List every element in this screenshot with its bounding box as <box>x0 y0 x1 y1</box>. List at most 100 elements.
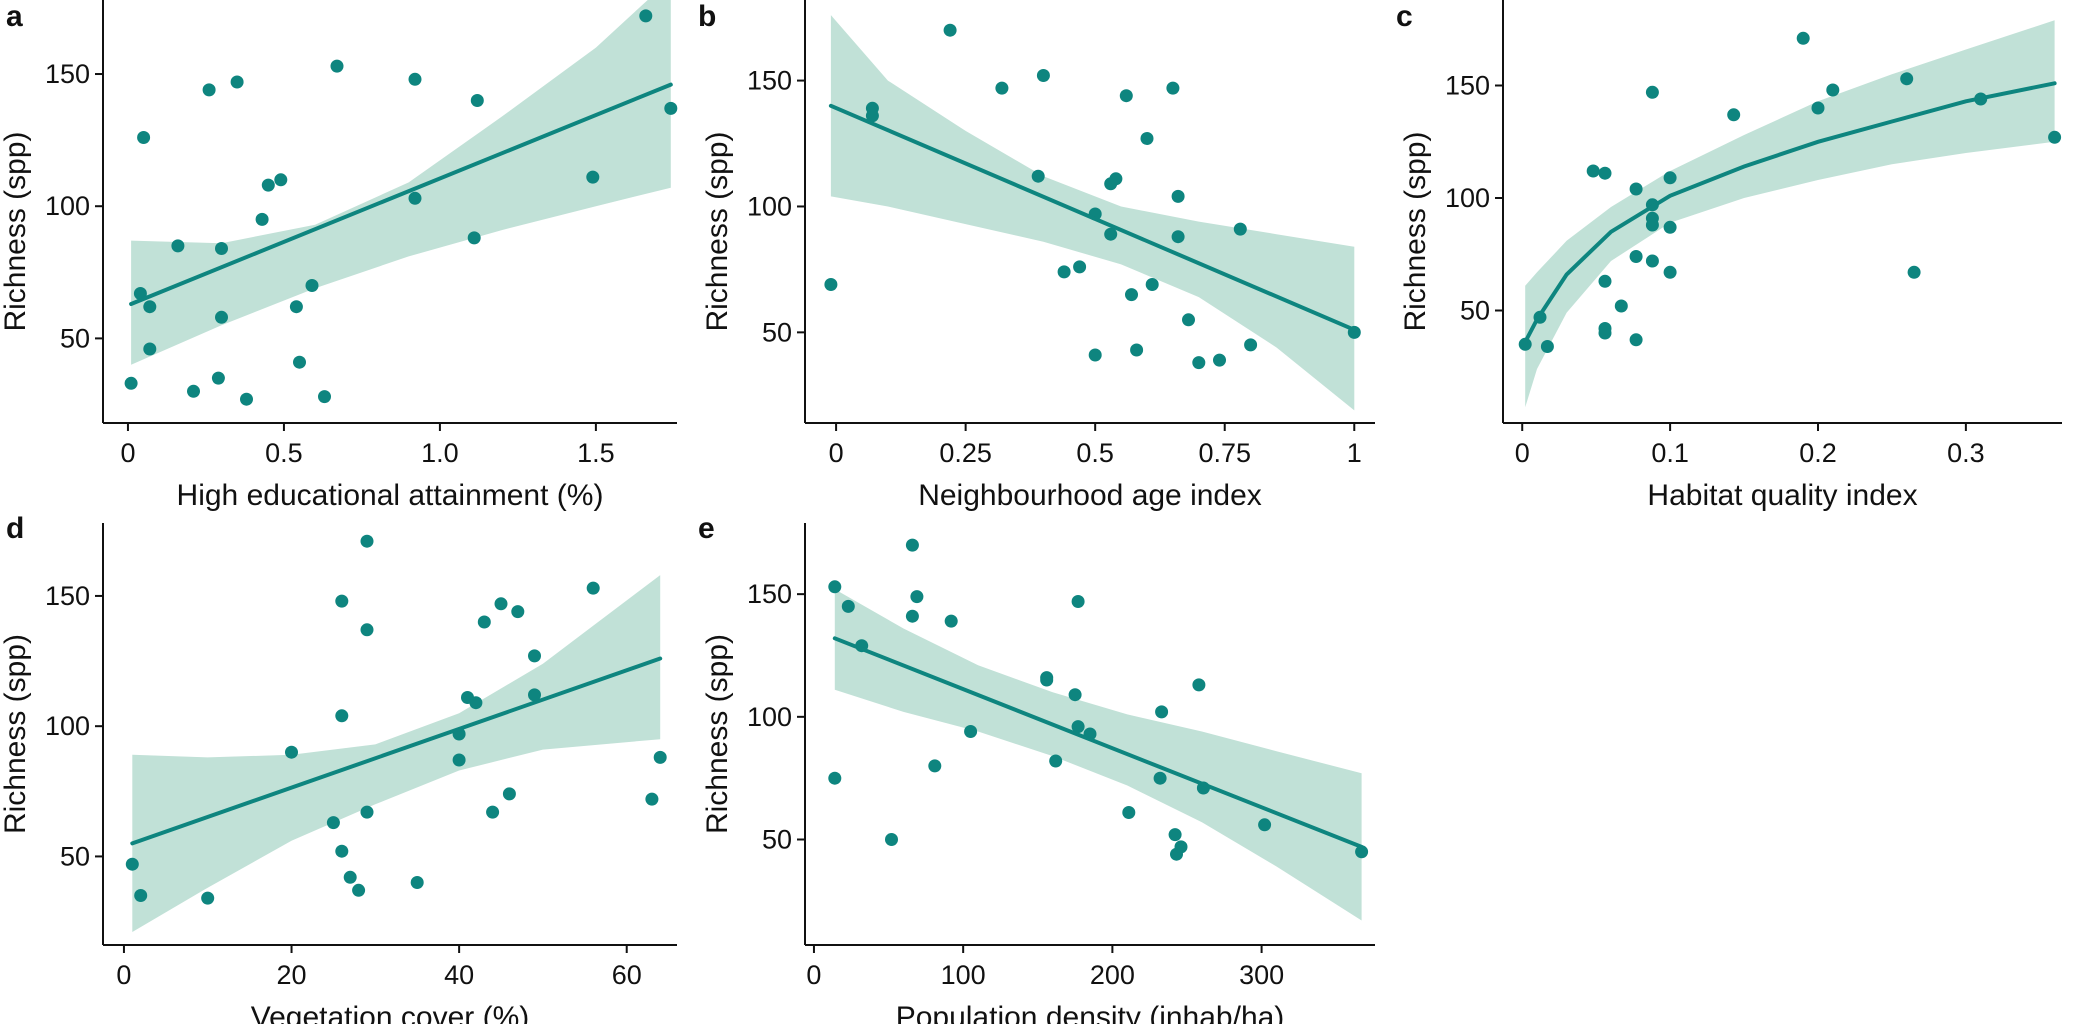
y-tick-label: 150 <box>45 581 90 611</box>
fit-line <box>832 636 1364 849</box>
data-point <box>1182 313 1195 327</box>
data-point <box>469 696 483 710</box>
panel-letter: b <box>698 0 716 33</box>
data-point <box>1645 254 1659 268</box>
data-point <box>995 81 1009 95</box>
data-point <box>653 750 667 764</box>
y-tick-label: 50 <box>762 317 792 347</box>
data-point <box>528 688 541 702</box>
data-point <box>215 242 228 255</box>
data-point <box>125 857 139 871</box>
data-point <box>1355 845 1369 859</box>
panel-letter: e <box>698 512 715 545</box>
fit-line <box>129 82 673 306</box>
data-point <box>1088 348 1102 362</box>
panel-letter: d <box>6 512 24 545</box>
data-point <box>470 94 484 107</box>
data-point <box>360 805 374 819</box>
data-point <box>305 279 319 292</box>
data-point <box>1629 182 1643 196</box>
data-point <box>905 609 919 623</box>
y-tick-label: 100 <box>45 711 90 741</box>
data-point <box>1119 89 1133 103</box>
panel-c: c 0 0.1 0.2 0.3 50 100 150 Habitat quality index… <box>1396 0 2062 512</box>
data-point <box>201 891 215 905</box>
data-point <box>1192 678 1206 692</box>
data-point <box>841 599 855 613</box>
data-point <box>1071 595 1085 608</box>
data-point <box>467 231 481 245</box>
data-point <box>586 581 600 595</box>
confidence-band <box>131 0 671 365</box>
data-point <box>335 844 349 858</box>
data-point <box>1192 356 1206 370</box>
data-point <box>1171 230 1185 244</box>
data-point <box>1109 172 1123 186</box>
data-point <box>1907 265 1921 279</box>
confidence-band <box>834 589 1362 921</box>
x-tick-label: 1 <box>1347 438 1362 468</box>
data-point <box>240 392 253 406</box>
x-tick-label: 100 <box>941 960 986 990</box>
data-point <box>1826 83 1840 97</box>
data-point <box>885 833 898 846</box>
data-point <box>1811 101 1825 115</box>
data-point <box>645 792 659 806</box>
y-tick-label: 50 <box>762 825 792 855</box>
x-tick-label: 0.5 <box>1076 438 1114 468</box>
data-point <box>1036 69 1050 82</box>
data-point <box>2048 130 2062 144</box>
panel-e: e 0 100 200 300 50 100 150 Population density (i… <box>698 512 1375 1024</box>
data-point <box>1155 705 1169 719</box>
data-point <box>289 300 303 314</box>
data-point <box>502 787 516 801</box>
confidence-band <box>132 575 661 932</box>
data-point <box>261 178 275 192</box>
y-axis-label: Richness (spp) <box>0 131 32 331</box>
data-point <box>285 745 298 759</box>
data-point <box>1258 818 1272 832</box>
data-point <box>143 342 157 356</box>
data-point <box>137 131 151 144</box>
x-tick-label: 0 <box>806 960 821 990</box>
x-tick-label: 0.1 <box>1651 438 1689 468</box>
y-tick-label: 150 <box>1445 71 1490 101</box>
data-point <box>360 534 374 548</box>
x-tick-label: 0.25 <box>939 438 992 468</box>
data-point <box>1663 265 1677 279</box>
data-point <box>255 212 269 226</box>
y-tick-label: 50 <box>60 323 90 353</box>
x-tick-label: 0 <box>120 438 135 468</box>
data-point <box>494 597 508 611</box>
y-tick-label: 150 <box>45 59 90 89</box>
data-point <box>1629 333 1643 347</box>
data-point <box>1171 189 1185 203</box>
x-axis-label: Vegetation cover (%) <box>251 1001 529 1024</box>
data-point <box>964 725 978 738</box>
y-axis-label: Richness (spp) <box>1399 131 1432 331</box>
data-point <box>639 9 653 23</box>
x-tick-label: 200 <box>1090 960 1135 990</box>
data-point <box>1645 85 1659 99</box>
data-point <box>910 590 924 604</box>
data-point <box>326 816 340 830</box>
data-point <box>1663 220 1677 234</box>
x-tick-label: 0 <box>1515 438 1530 468</box>
data-point <box>1049 754 1063 768</box>
data-point <box>293 355 306 369</box>
data-point <box>1629 250 1643 263</box>
data-point <box>335 594 349 608</box>
data-point <box>343 870 357 884</box>
data-point <box>330 59 344 73</box>
panel-letter: c <box>1396 0 1413 33</box>
y-axis-label: Richness (spp) <box>701 634 734 834</box>
data-point <box>944 614 958 628</box>
data-point <box>230 75 244 89</box>
data-point <box>360 623 374 637</box>
data-point <box>828 771 842 785</box>
data-point <box>511 605 525 619</box>
data-point <box>1166 81 1180 95</box>
data-point <box>452 753 466 767</box>
